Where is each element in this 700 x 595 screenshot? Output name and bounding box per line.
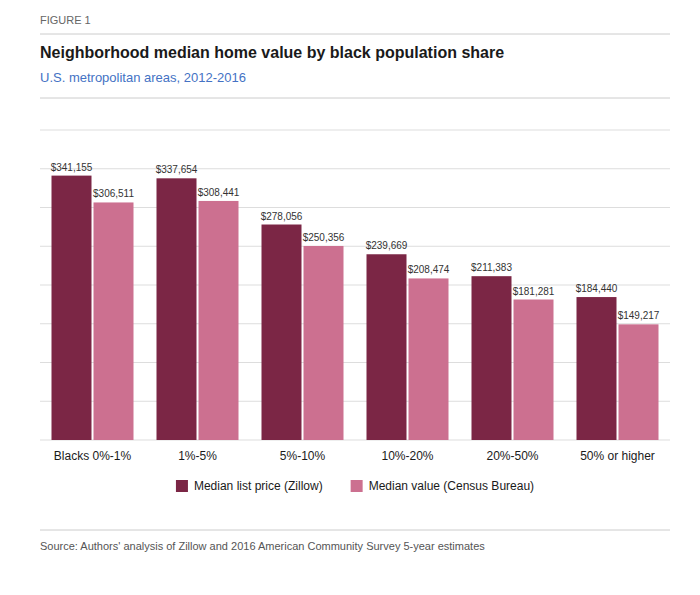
bar bbox=[157, 178, 197, 440]
legend-label: Median list price (Zillow) bbox=[194, 479, 323, 493]
bars bbox=[52, 176, 659, 440]
bar bbox=[304, 246, 344, 440]
x-tick-label: 20%-50% bbox=[486, 449, 538, 463]
bar bbox=[262, 225, 302, 440]
grid-line bbox=[40, 401, 670, 402]
x-axis: Blacks 0%-1% 1%-5% 5%-10% 10%-20% 20%-50% 50%… bbox=[54, 449, 655, 463]
bar bbox=[94, 202, 134, 440]
bar bbox=[514, 300, 554, 440]
bar bbox=[472, 276, 512, 440]
x-tick-label: 50% or higher bbox=[580, 449, 655, 463]
data-label: $308,441 bbox=[198, 187, 240, 198]
x-tick-label: 10%-20% bbox=[381, 449, 433, 463]
data-label: $181,281 bbox=[513, 286, 555, 297]
grid-line bbox=[40, 440, 670, 441]
data-label: $149,217 bbox=[618, 310, 660, 321]
bar bbox=[52, 176, 92, 440]
data-label: $211,383 bbox=[471, 262, 512, 273]
x-tick-label: 5%-10% bbox=[280, 449, 326, 463]
chart: FIGURE 1 Neighborhood median home value b… bbox=[0, 0, 700, 595]
data-label: $250,356 bbox=[303, 232, 345, 243]
data-label: $208,474 bbox=[408, 264, 450, 275]
source: Source: Authors' analysis of Zillow and … bbox=[40, 540, 485, 552]
grid-line bbox=[40, 362, 670, 363]
bar bbox=[367, 254, 407, 440]
bar bbox=[409, 278, 449, 440]
bar bbox=[199, 201, 239, 440]
data-label: $341,155 bbox=[51, 162, 93, 173]
data-labels: $341,155 $337,654 $278,056 $239,669 $211,383… bbox=[51, 162, 660, 322]
subtitle: U.S. metropolitan areas, 2012-2016 bbox=[40, 70, 246, 85]
x-tick-label: Blacks 0%-1% bbox=[54, 449, 132, 463]
grid-line bbox=[40, 207, 670, 208]
grid bbox=[40, 130, 670, 440]
grid-line bbox=[40, 130, 670, 131]
data-label: $184,440 bbox=[576, 283, 618, 294]
bar bbox=[619, 324, 659, 440]
chart-container: FIGURE 1 Neighborhood median home value b… bbox=[0, 0, 700, 595]
bar bbox=[577, 297, 617, 440]
grid-line bbox=[40, 246, 670, 247]
x-tick-label: 1%-5% bbox=[178, 449, 217, 463]
grid-line bbox=[40, 323, 670, 324]
title: Neighborhood median home value by black … bbox=[40, 44, 504, 61]
grid-line bbox=[40, 168, 670, 169]
legend-swatch bbox=[176, 480, 188, 492]
figure-label: FIGURE 1 bbox=[40, 14, 91, 26]
data-label: $278,056 bbox=[261, 211, 303, 222]
data-label: $337,654 bbox=[156, 164, 198, 175]
header-rule bbox=[40, 34, 670, 35]
data-label: $306,511 bbox=[93, 188, 134, 199]
legend-swatch bbox=[351, 480, 363, 492]
footer-rule bbox=[40, 530, 670, 531]
data-label: $239,669 bbox=[366, 240, 408, 251]
legend: Median list price (Zillow) Median value (… bbox=[176, 479, 534, 493]
legend-label: Median value (Census Bureau) bbox=[369, 479, 534, 493]
header-rule bbox=[40, 98, 670, 99]
